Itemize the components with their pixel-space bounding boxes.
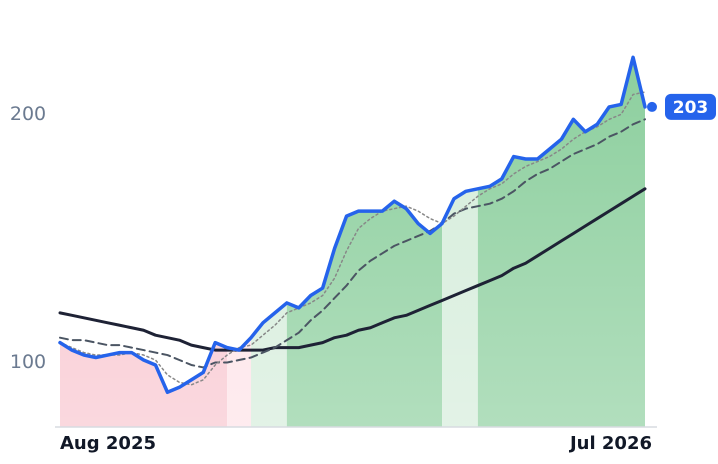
last-value-label: 203 (673, 98, 709, 118)
series-line (58, 187, 647, 352)
series-line (58, 55, 647, 395)
x-tick-label: Aug 2025 (60, 433, 156, 454)
y-tick-label: 100 (10, 351, 46, 373)
x-tick-label: Jul 2026 (568, 433, 652, 454)
series-line (59, 91, 646, 386)
series-line (59, 118, 646, 369)
last-value-badge (665, 93, 716, 120)
last-value-dot (647, 101, 657, 112)
regime-bands (60, 57, 645, 427)
y-tick-label: 200 (10, 103, 46, 125)
band-fade (60, 57, 645, 427)
